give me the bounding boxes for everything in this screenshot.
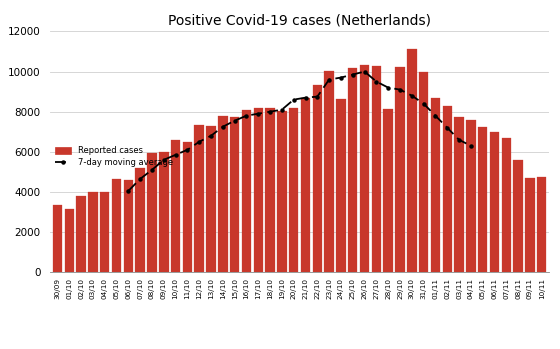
Bar bbox=[360, 65, 369, 272]
Bar bbox=[442, 106, 452, 272]
Bar bbox=[384, 109, 393, 272]
Bar bbox=[136, 168, 145, 272]
Bar bbox=[277, 111, 287, 272]
Bar bbox=[537, 177, 547, 272]
Bar bbox=[348, 67, 357, 272]
Bar bbox=[206, 126, 216, 272]
Bar bbox=[230, 117, 239, 272]
Bar bbox=[454, 117, 464, 272]
Bar bbox=[171, 140, 180, 272]
Bar bbox=[431, 98, 440, 272]
Bar bbox=[478, 127, 487, 272]
Bar bbox=[514, 160, 523, 272]
Bar bbox=[88, 192, 97, 272]
Title: Positive Covid-19 cases (Netherlands): Positive Covid-19 cases (Netherlands) bbox=[168, 14, 431, 28]
Bar bbox=[372, 66, 381, 272]
Bar bbox=[395, 67, 405, 272]
Bar bbox=[218, 116, 227, 272]
Bar bbox=[147, 153, 157, 272]
Bar bbox=[312, 84, 322, 272]
Bar bbox=[53, 205, 62, 272]
Bar bbox=[183, 142, 192, 272]
Bar bbox=[490, 132, 499, 272]
Bar bbox=[159, 152, 169, 272]
Bar bbox=[525, 178, 535, 272]
Bar bbox=[112, 179, 122, 272]
Bar bbox=[76, 196, 86, 272]
Bar bbox=[265, 107, 275, 272]
Bar bbox=[301, 98, 310, 272]
Bar bbox=[289, 107, 298, 272]
Bar bbox=[336, 99, 346, 272]
Bar bbox=[407, 49, 417, 272]
Bar bbox=[324, 70, 334, 272]
Bar bbox=[466, 120, 475, 272]
Bar bbox=[254, 107, 263, 272]
Bar bbox=[502, 138, 511, 272]
Bar bbox=[100, 192, 109, 272]
Bar bbox=[124, 180, 133, 272]
Bar bbox=[242, 110, 251, 272]
Bar bbox=[419, 72, 428, 272]
Bar bbox=[194, 125, 204, 272]
Legend: Reported cases, 7-day moving average: Reported cases, 7-day moving average bbox=[54, 146, 173, 167]
Bar bbox=[64, 209, 74, 272]
